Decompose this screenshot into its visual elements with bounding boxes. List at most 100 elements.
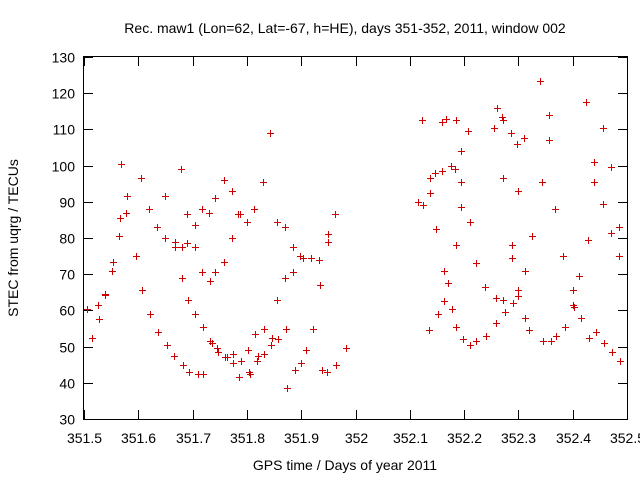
- data-point: [467, 342, 474, 349]
- data-point: [236, 374, 243, 381]
- data-point: [319, 367, 326, 374]
- data-point: [247, 371, 254, 378]
- data-point: [310, 326, 317, 333]
- data-point: [212, 269, 219, 276]
- data-point: [95, 302, 102, 309]
- data-point: [221, 177, 228, 184]
- data-point: [509, 242, 516, 249]
- data-point: [89, 335, 96, 342]
- data-point: [546, 137, 553, 144]
- data-point: [96, 316, 103, 323]
- data-point: [230, 360, 237, 367]
- data-point: [548, 338, 555, 345]
- data-point: [585, 237, 592, 244]
- data-point: [508, 130, 515, 137]
- data-point: [600, 201, 607, 208]
- data-point: [458, 148, 465, 155]
- data-point: [146, 206, 153, 213]
- data-point: [282, 224, 289, 231]
- data-point: [200, 371, 207, 378]
- data-point: [118, 161, 125, 168]
- data-point: [261, 351, 268, 358]
- data-point: [467, 219, 474, 226]
- data-point: [617, 358, 624, 365]
- data-point: [207, 278, 214, 285]
- data-point: [427, 190, 434, 197]
- data-point: [483, 333, 490, 340]
- data-point: [102, 292, 109, 299]
- data-point: [199, 269, 206, 276]
- y-tick-label: 110: [53, 122, 76, 138]
- y-tick-label: 30: [59, 412, 75, 428]
- data-point: [460, 336, 467, 343]
- data-point: [343, 345, 350, 352]
- data-point: [494, 105, 501, 112]
- data-point: [154, 224, 161, 231]
- data-point: [591, 159, 598, 166]
- data-point: [317, 282, 324, 289]
- data-point: [600, 125, 607, 132]
- y-tick-label: 90: [59, 195, 75, 211]
- y-tick-label: 120: [52, 86, 76, 102]
- data-point: [215, 349, 222, 356]
- data-point: [303, 347, 310, 354]
- data-point: [500, 297, 507, 304]
- y-tick-label: 130: [52, 50, 76, 66]
- data-point: [109, 268, 116, 275]
- data-point: [441, 298, 448, 305]
- data-point: [576, 273, 583, 280]
- data-point: [539, 179, 546, 186]
- data-point: [529, 233, 536, 240]
- data-point: [432, 170, 439, 177]
- data-point: [515, 293, 522, 300]
- y-tick-label: 70: [59, 267, 75, 283]
- data-point: [244, 219, 251, 226]
- plot-frame: [83, 56, 628, 420]
- data-point: [522, 268, 529, 275]
- data-point: [180, 362, 187, 369]
- data-point: [261, 326, 268, 333]
- data-point: [510, 300, 517, 307]
- data-point: [420, 202, 427, 209]
- data-point: [325, 231, 332, 238]
- x-tick-label: 352.3: [501, 430, 536, 446]
- data-point: [553, 333, 560, 340]
- data-point: [155, 329, 162, 336]
- data-point: [162, 193, 169, 200]
- data-point: [435, 311, 442, 318]
- x-tick-label: 351.7: [176, 430, 211, 446]
- data-point: [608, 230, 615, 237]
- x-tick-label: 352.2: [447, 430, 482, 446]
- data-point: [426, 327, 433, 334]
- data-point: [552, 206, 559, 213]
- data-point: [441, 268, 448, 275]
- data-points: [84, 78, 624, 392]
- data-point: [332, 211, 339, 218]
- y-tick-label: 100: [52, 159, 76, 175]
- data-point: [185, 297, 192, 304]
- data-point: [133, 253, 140, 260]
- x-tick-label: 352: [345, 430, 369, 446]
- data-point: [274, 297, 281, 304]
- y-tick-label: 50: [59, 340, 75, 356]
- chart-title: Rec. maw1 (Lon=62, Lat=-67, h=HE), days …: [124, 20, 566, 36]
- data-point: [206, 210, 213, 217]
- data-point: [178, 166, 185, 173]
- data-point: [252, 331, 259, 338]
- data-point: [282, 275, 289, 282]
- data-point: [284, 385, 291, 392]
- data-point: [452, 166, 459, 173]
- data-point: [578, 315, 585, 322]
- data-point: [123, 210, 130, 217]
- y-tick-label: 40: [59, 376, 75, 392]
- x-tick-label: 352.1: [393, 430, 428, 446]
- data-point: [290, 244, 297, 251]
- data-point: [147, 311, 154, 318]
- data-point: [230, 351, 237, 358]
- data-point: [509, 255, 516, 262]
- data-point: [500, 117, 507, 124]
- data-point: [616, 253, 623, 260]
- data-point: [290, 269, 297, 276]
- y-axis-label: STEC from uqrg / TECUs: [5, 159, 21, 317]
- data-point: [601, 340, 608, 347]
